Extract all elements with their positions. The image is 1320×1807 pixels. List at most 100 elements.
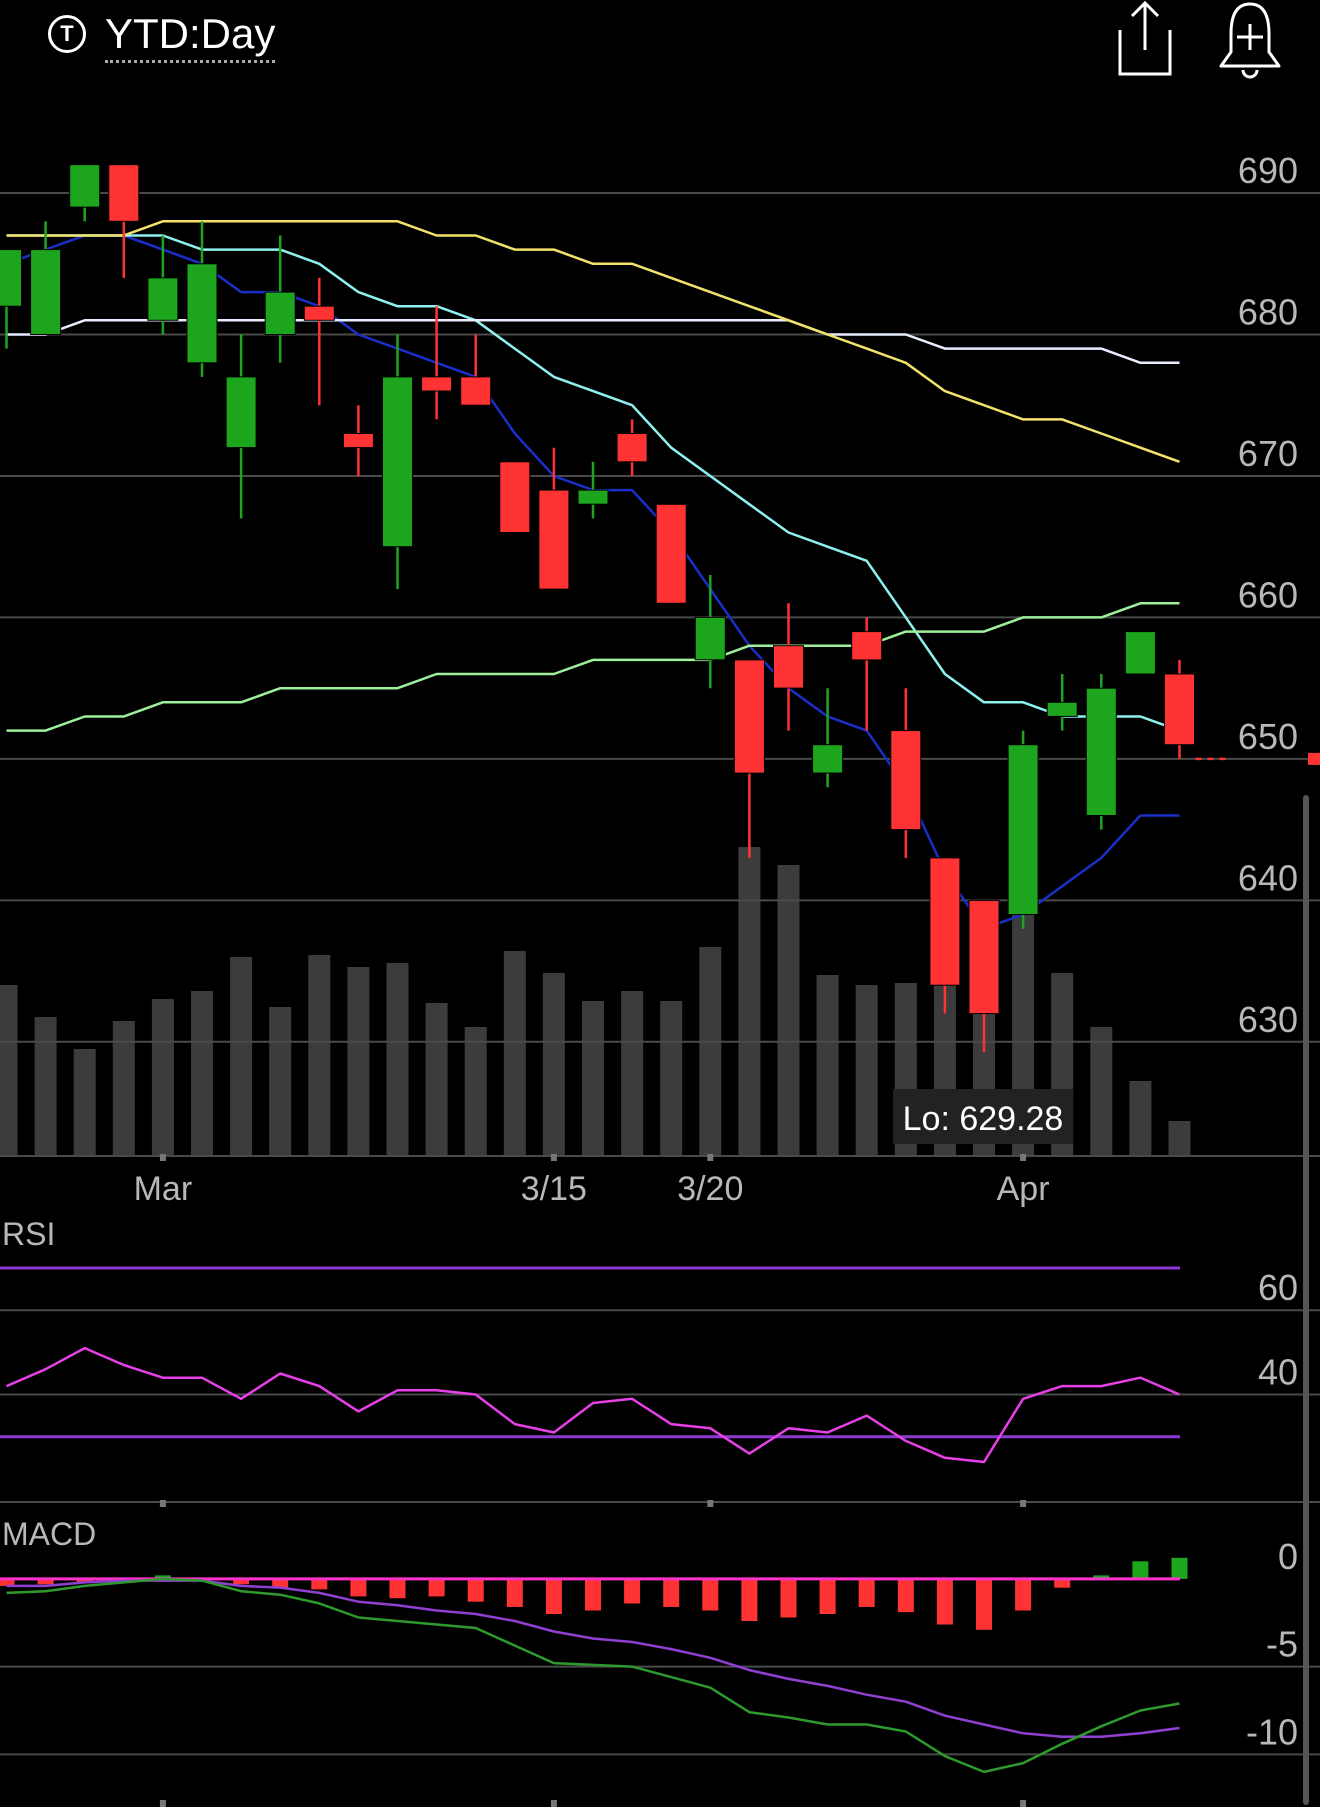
macd-histogram-bar: [1054, 1578, 1071, 1588]
volume-bar: [1168, 1121, 1191, 1155]
volume-bar: [738, 847, 761, 1155]
volume-bar: [1012, 869, 1035, 1155]
macd-tick-label: 0: [1278, 1536, 1298, 1577]
rsi-date-tick: [159, 1500, 166, 1507]
volume-bar: [34, 1017, 57, 1155]
macd-histogram-bar: [76, 1578, 93, 1583]
share-icon[interactable]: [1110, 0, 1180, 80]
down-candle-body: [538, 489, 570, 590]
up-candle-body: [30, 249, 62, 336]
date-tick-mark: [159, 1154, 166, 1161]
macd-histogram-bar: [545, 1578, 562, 1614]
macd-date-tick: [159, 1800, 166, 1807]
up-candle-body: [147, 277, 179, 321]
rsi-label: RSI: [2, 1216, 55, 1252]
down-candle-body: [929, 857, 961, 986]
down-candle-body: [460, 376, 492, 406]
scroll-indicator: [1303, 795, 1309, 1805]
macd-histogram-bar: [1171, 1557, 1188, 1579]
macd-histogram-bar: [0, 1578, 15, 1586]
volume-bar: [699, 947, 722, 1155]
volume-bar: [777, 865, 800, 1155]
date-tick-mark: [550, 1154, 557, 1161]
up-candle-body: [577, 489, 609, 505]
volume-bar: [855, 985, 878, 1155]
macd-histogram-bar: [897, 1578, 914, 1613]
add-alert-bell-icon[interactable]: [1215, 0, 1285, 80]
up-candle-body: [1085, 687, 1117, 817]
rsi-line: [6, 1346, 1180, 1464]
macd-histogram-bar: [389, 1578, 406, 1599]
macd-label: MACD: [2, 1516, 96, 1552]
up-candle-body: [1124, 631, 1156, 675]
current-price-marker: [1308, 752, 1320, 765]
up-candle-body: [0, 249, 22, 307]
macd-panel: MACD 0 -5 -10: [0, 1516, 1320, 1807]
macd-histogram-bar: [428, 1578, 445, 1597]
date-tick-label: Apr: [997, 1170, 1050, 1208]
candlesticks: [0, 164, 1195, 1052]
timeframe-selector[interactable]: YTD:Day: [105, 10, 276, 63]
down-candle-body: [303, 305, 335, 321]
macd-histogram-bar: [154, 1575, 171, 1579]
macd-tick-label: -5: [1266, 1624, 1298, 1665]
volume-bar: [1090, 1027, 1113, 1155]
volume-bar: [816, 975, 839, 1155]
macd-histogram-bar: [506, 1578, 523, 1607]
down-candle-body: [773, 645, 804, 689]
price-axis-labels: 690 680 670 660 650 640 630: [1238, 150, 1298, 1040]
macd-histogram-bar: [585, 1578, 601, 1611]
ticker-badge[interactable]: T: [48, 15, 86, 53]
volume-bar: [0, 985, 18, 1155]
moving-averages: [6, 220, 1180, 930]
down-candle-body: [851, 631, 883, 661]
low-price-label: Lo: 629.28: [903, 1100, 1064, 1138]
chart-overlays: Lo: 629.28: [893, 752, 1320, 1805]
up-candle-body: [812, 744, 844, 774]
macd-histogram-bar: [741, 1578, 758, 1621]
price-tick-label: 640: [1238, 857, 1298, 898]
date-axis: Mar 3/15 3/20 Apr: [134, 1154, 1050, 1208]
macd-date-tick: [1020, 1800, 1027, 1807]
volume-bar: [269, 1007, 292, 1155]
moving-average-line: [6, 319, 1180, 365]
down-candle-body: [733, 659, 765, 774]
up-candle-body: [1046, 701, 1078, 717]
volume-bar: [621, 991, 644, 1155]
rsi-panel: RSI 60 40: [0, 1216, 1320, 1507]
down-candle-body: [108, 164, 140, 222]
volume-bar: [191, 991, 213, 1155]
date-tick-mark: [707, 1154, 714, 1161]
down-candle-body: [342, 433, 374, 449]
up-candle-body: [264, 291, 296, 336]
volume-bar: [386, 963, 409, 1155]
volume-bar: [464, 1027, 487, 1155]
down-candle-body: [968, 899, 1000, 1015]
volume-bar: [73, 1049, 96, 1155]
moving-average-line: [6, 602, 1180, 732]
volume-bar: [308, 955, 331, 1155]
price-tick-label: 670: [1238, 433, 1298, 474]
macd-histogram-bar: [936, 1578, 953, 1625]
macd-histogram-bar: [233, 1578, 250, 1585]
date-tick-label: 3/20: [677, 1170, 743, 1208]
macd-histogram-bar: [1093, 1575, 1110, 1579]
macd-histogram-bar: [819, 1578, 836, 1614]
volume-bar: [151, 999, 174, 1155]
macd-histogram-bar: [37, 1578, 54, 1585]
macd-histogram-bar: [702, 1578, 719, 1611]
rsi-tick-label: 40: [1258, 1352, 1298, 1393]
volume-bar: [1129, 1081, 1152, 1155]
down-candle-body: [421, 376, 453, 392]
down-candle-body: [616, 433, 648, 463]
volume-bar: [230, 957, 253, 1155]
header-bar: T YTD:Day: [0, 0, 1320, 90]
volume-bar: [347, 967, 370, 1155]
macd-date-tick: [550, 1800, 557, 1807]
macd-histogram-bar: [858, 1578, 875, 1607]
moving-average-line: [6, 234, 1180, 930]
down-candle-body: [1164, 673, 1195, 746]
volume-bar: [503, 951, 526, 1155]
price-tick-label: 650: [1238, 716, 1298, 757]
